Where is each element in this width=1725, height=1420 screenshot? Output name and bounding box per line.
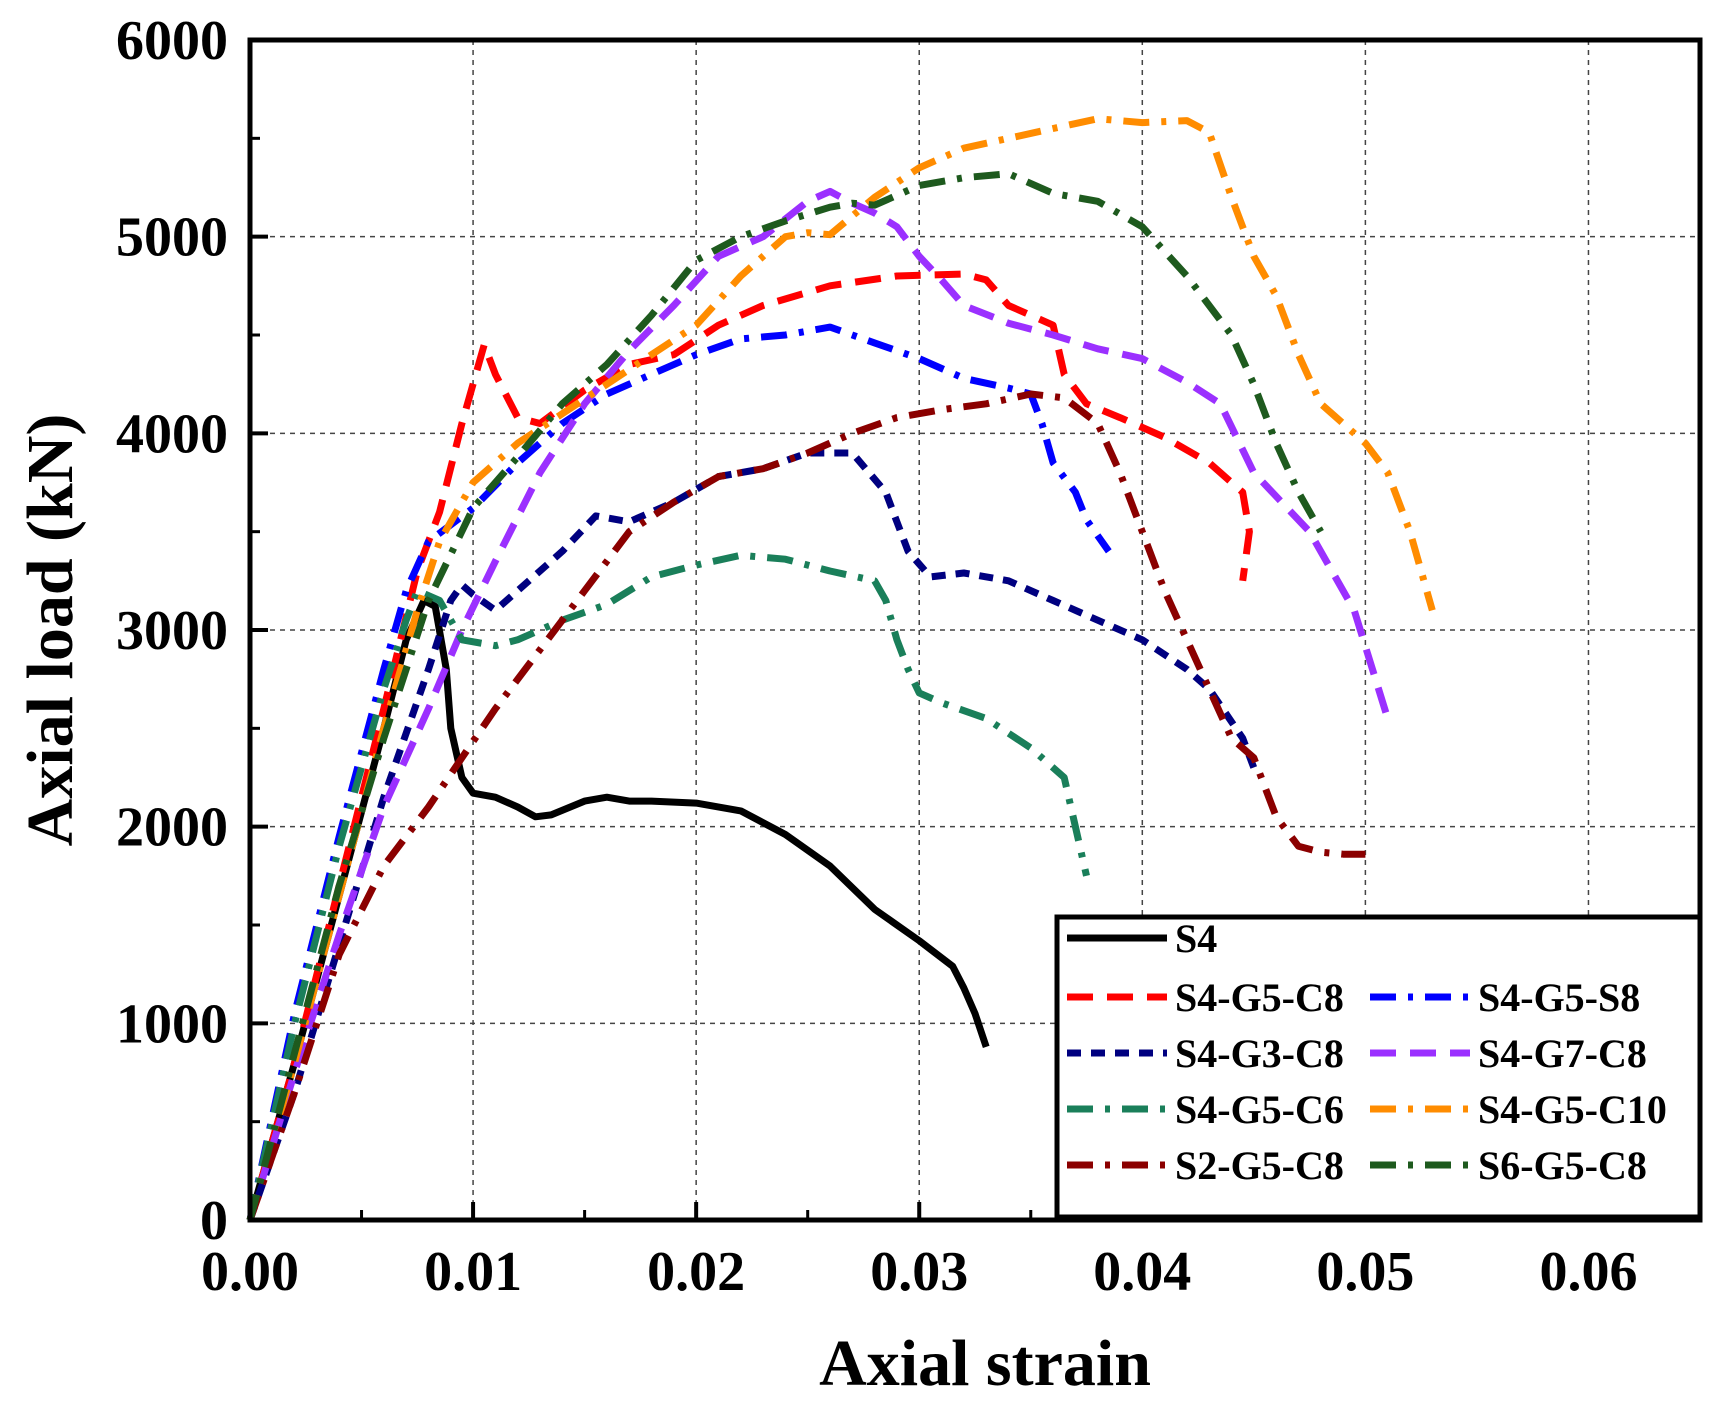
y-tick-label: 4000 (116, 403, 228, 465)
y-axis-title: Axial load (kN) (14, 414, 87, 847)
y-tick-label: 0 (200, 1190, 228, 1252)
legend-label: S4-G7-C8 (1478, 1031, 1647, 1076)
y-tick-label: 5000 (116, 207, 228, 269)
axis-ticks: 0.00 0.01 0.02 0.03 0.04 0.05 0.06 0 1000 2000 300… (116, 10, 1637, 1303)
series-line (246, 449, 1258, 1222)
series-line (246, 170, 1324, 1221)
x-tick-label: 0.06 (1539, 1241, 1637, 1303)
series-line (246, 597, 990, 1221)
y-tick-label: 3000 (116, 600, 228, 662)
x-tick-label: 0.01 (424, 1241, 522, 1303)
x-tick-label: 0.00 (201, 1241, 299, 1303)
x-tick-label: 0.02 (647, 1241, 745, 1303)
legend-label: S6-G5-C8 (1478, 1143, 1647, 1188)
series-line (246, 270, 1253, 1221)
x-axis-title: Axial strain (819, 1327, 1151, 1400)
y-tick-label: 6000 (116, 10, 228, 72)
y-tick-label: 2000 (116, 797, 228, 859)
series-line (246, 551, 1090, 1221)
series-line (246, 115, 1436, 1221)
legend-label: S4-G5-C10 (1478, 1087, 1667, 1132)
y-tick-label: 1000 (116, 993, 228, 1055)
legend-label: S4-G5-C8 (1175, 975, 1344, 1020)
series-group (246, 115, 1436, 1222)
legend: S4 S4-G5-C8 S4-G5-S8 S4-G3-C8 S4-G7-C8 S4-G5-… (1054, 914, 1703, 1220)
legend-label: S4 (1175, 916, 1217, 961)
series-line (246, 390, 1366, 1222)
x-tick-label: 0.04 (1093, 1241, 1191, 1303)
x-tick-label: 0.03 (870, 1241, 968, 1303)
legend-label: S4-G3-C8 (1175, 1031, 1344, 1076)
legend-label: S4-G5-S8 (1478, 975, 1640, 1020)
legend-label: S4-G5-C6 (1175, 1087, 1344, 1132)
series-line (246, 323, 1112, 1221)
legend-label: S2-G5-C8 (1175, 1143, 1344, 1188)
x-tick-label: 0.05 (1316, 1241, 1414, 1303)
